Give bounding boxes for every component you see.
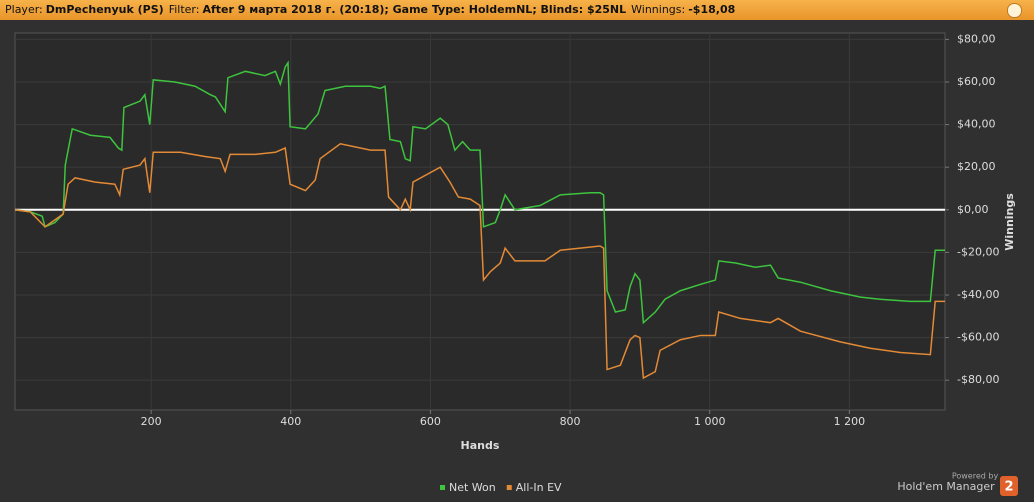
- header-label: Player:: [5, 3, 43, 16]
- y-tick-label: -$20,00: [957, 245, 999, 258]
- header-bar: Player: DmPechenyuk (PS) Filter: After 9 ма…: [0, 0, 1034, 20]
- x-tick-label: 1 200: [834, 415, 866, 428]
- header-value: -$18,08: [688, 3, 736, 16]
- y-tick-label: -$40,00: [957, 288, 999, 301]
- y-axis-title: Winnings: [1003, 193, 1016, 251]
- x-axis-title: Hands: [461, 439, 500, 452]
- legend-swatch: [506, 485, 512, 490]
- logo-text: 2: [1004, 480, 1013, 495]
- logo: [1000, 476, 1018, 496]
- y-tick-label: $60,00: [957, 75, 996, 88]
- x-tick-label: 800: [560, 415, 581, 428]
- legend-label: Net Won: [449, 481, 496, 494]
- header-label: Filter:: [168, 3, 200, 16]
- y-tick-label: -$60,00: [957, 331, 999, 344]
- close-button[interactable]: [1007, 3, 1022, 18]
- y-tick-label: $20,00: [957, 160, 996, 173]
- header-value: After 9 марта 2018 г. (20:18); Game Type…: [202, 3, 627, 16]
- series-line: [14, 142, 945, 380]
- x-tick-label: 200: [141, 415, 162, 428]
- legend-label: All-In EV: [516, 481, 562, 494]
- y-tick-label: -$80,00: [957, 373, 999, 386]
- x-tick-label: 600: [420, 415, 441, 428]
- chart: Hands Winnings Powered by Hold'em Manage…: [14, 32, 1018, 496]
- header-value: DmPechenyuk (PS): [45, 3, 164, 16]
- brand: Hold'em Manager: [897, 480, 995, 493]
- y-tick-label: $40,00: [957, 118, 996, 131]
- legend-swatch: [440, 485, 445, 490]
- x-tick-label: 400: [280, 415, 301, 428]
- y-tick-label: $80,00: [957, 32, 996, 45]
- x-tick-label: 1 000: [694, 415, 726, 428]
- powered-by: Powered by: [952, 472, 999, 481]
- header-label: Winnings:: [631, 3, 686, 16]
- y-tick-label: $0,00: [957, 203, 989, 216]
- series-line: [14, 60, 945, 325]
